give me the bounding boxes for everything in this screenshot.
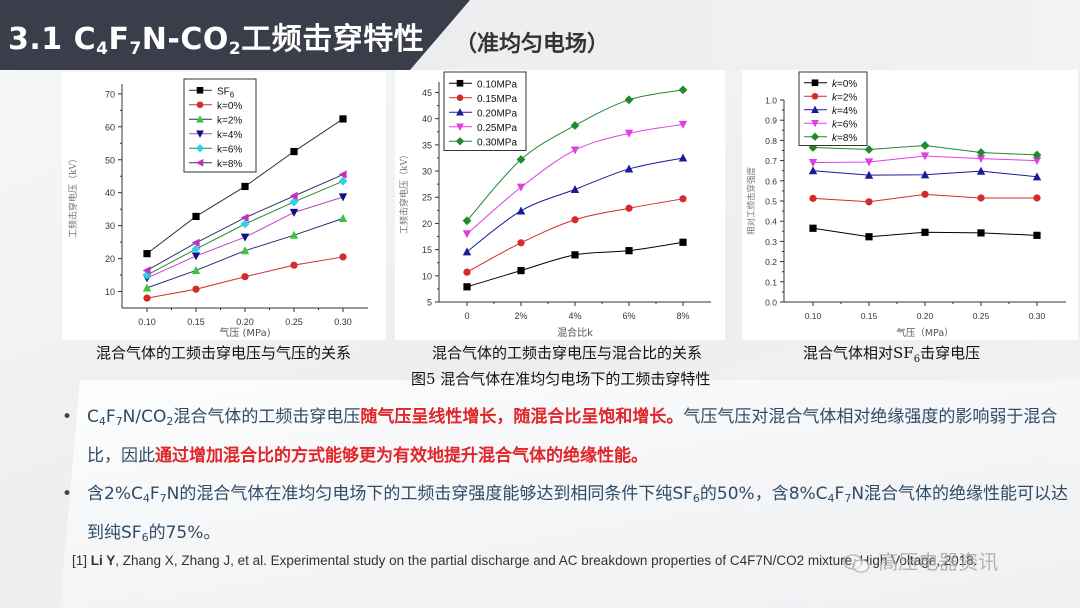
svg-text:0.7: 0.7 xyxy=(765,156,777,166)
svg-text:0.3: 0.3 xyxy=(765,237,777,247)
background-shape xyxy=(30,380,1080,608)
svg-text:相对工频击穿强度: 相对工频击穿强度 xyxy=(746,167,757,236)
svg-text:20: 20 xyxy=(422,219,432,229)
slide-title: 3.1 C4F7N-CO2工频击穿特性 xyxy=(8,22,425,59)
svg-text:k=4%: k=4% xyxy=(832,106,857,117)
svg-text:SF6: SF6 xyxy=(217,86,235,99)
slide-subtitle: （准均匀电场） xyxy=(455,32,610,57)
svg-text:20: 20 xyxy=(105,254,115,264)
svg-text:0.10: 0.10 xyxy=(138,317,156,327)
svg-text:15: 15 xyxy=(422,245,432,255)
svg-text:40: 40 xyxy=(105,188,115,198)
svg-text:50: 50 xyxy=(105,155,115,165)
svg-text:k=4%: k=4% xyxy=(217,130,242,141)
watermark: 高压电器资讯 xyxy=(842,546,998,576)
svg-text:70: 70 xyxy=(105,89,115,99)
svg-text:30: 30 xyxy=(422,167,432,177)
svg-text:10: 10 xyxy=(422,271,432,281)
reference-citation: [1] Li Y, Zhang X, Zhang J, et al. Exper… xyxy=(72,553,978,568)
svg-text:0.25: 0.25 xyxy=(973,311,990,321)
svg-text:0.15MPa: 0.15MPa xyxy=(477,94,517,105)
chart-relative-strength: 0.0 0.1 0.2 0.3 0.4 0.5 0.6 0.7 0.8 0.9 1.0 0.10 0.1… xyxy=(742,70,1078,340)
caption-chart2: 混合气体的工频击穿电压与混合比的关系 xyxy=(432,344,703,362)
svg-text:8%: 8% xyxy=(676,311,689,321)
svg-text:k=2%: k=2% xyxy=(832,92,857,103)
svg-text:5: 5 xyxy=(427,298,432,308)
svg-text:0.10MPa: 0.10MPa xyxy=(477,79,517,90)
svg-text:k=6%: k=6% xyxy=(832,119,857,130)
svg-text:混合比k: 混合比k xyxy=(557,326,593,339)
svg-text:0.30: 0.30 xyxy=(1029,311,1046,321)
highlight-text: 随气压呈线性增长，随混合比呈饱和增长。 xyxy=(360,407,684,427)
svg-text:2%: 2% xyxy=(514,311,527,321)
caption-chart3: 混合气体相对SF6击穿电压 xyxy=(803,344,981,365)
svg-text:35: 35 xyxy=(422,140,432,150)
svg-text:10: 10 xyxy=(105,287,115,297)
svg-text:k=8%: k=8% xyxy=(217,159,242,170)
wechat-icon xyxy=(843,553,870,573)
svg-text:0.25: 0.25 xyxy=(285,317,303,327)
svg-text:0.1: 0.1 xyxy=(765,277,777,287)
svg-text:0.4: 0.4 xyxy=(765,217,777,227)
svg-text:气压（MPa）: 气压（MPa） xyxy=(896,327,953,339)
svg-text:45: 45 xyxy=(422,88,432,98)
header-dark-band xyxy=(0,0,470,70)
chart-voltage-vs-pressure: 10 20 30 40 50 60 70 0.10 0.15 0.20 0.25 0.30 气压 (MP… xyxy=(62,72,386,340)
svg-text:k=8%: k=8% xyxy=(832,133,857,144)
svg-text:60: 60 xyxy=(105,122,115,132)
svg-text:0.0: 0.0 xyxy=(765,298,777,308)
svg-text:0: 0 xyxy=(464,311,469,321)
svg-text:k=6%: k=6% xyxy=(217,144,242,155)
svg-text:0.15: 0.15 xyxy=(861,311,878,321)
svg-text:0.30MPa: 0.30MPa xyxy=(477,137,517,148)
svg-text:4%: 4% xyxy=(568,311,581,321)
slide-header: 3.1 C4F7N-CO2工频击穿特性 （准均匀电场） xyxy=(0,0,1080,70)
svg-text:0.20: 0.20 xyxy=(236,317,254,327)
bullet-item: • C4F7N/CO2混合气体的工频击穿电压随气压呈线性增长，随混合比呈饱和增长… xyxy=(60,400,1070,473)
svg-text:气压 (MPa): 气压 (MPa) xyxy=(219,326,270,339)
svg-text:0.30: 0.30 xyxy=(334,317,352,327)
bullet-dot-icon: • xyxy=(62,484,73,504)
figure-caption: 图5 混合气体在准均匀电场下的工频击穿特性 xyxy=(411,370,711,388)
svg-text:0.15: 0.15 xyxy=(187,317,205,327)
svg-text:25: 25 xyxy=(422,193,432,203)
caption-chart1: 混合气体的工频击穿电压与气压的关系 xyxy=(96,344,352,362)
svg-text:0.2: 0.2 xyxy=(765,257,777,267)
svg-text:k=2%: k=2% xyxy=(217,115,242,126)
svg-text:0.5: 0.5 xyxy=(765,197,777,207)
svg-text:k=0%: k=0% xyxy=(832,79,857,90)
bullet-item: • 含2%C4F7N的混合气体在准均匀电场下的工频击穿强度能够达到相同条件下纯S… xyxy=(60,477,1070,555)
svg-text:工频击穿电压（kV）: 工频击穿电压（kV） xyxy=(398,150,410,234)
highlight-text: 通过增加混合比的方式能够更为有效地提升混合气体的绝缘性能。 xyxy=(155,446,648,466)
svg-text:6%: 6% xyxy=(622,311,635,321)
svg-text:40: 40 xyxy=(422,114,432,124)
svg-text:0.20: 0.20 xyxy=(917,311,934,321)
svg-text:30: 30 xyxy=(105,221,115,231)
svg-text:0.9: 0.9 xyxy=(765,116,777,126)
svg-text:0.25MPa: 0.25MPa xyxy=(477,123,517,134)
svg-text:0.10: 0.10 xyxy=(805,311,822,321)
svg-text:工频击穿电压（kV）: 工频击穿电压（kV） xyxy=(67,154,79,238)
svg-text:1.0: 1.0 xyxy=(765,96,777,106)
svg-text:0.8: 0.8 xyxy=(765,136,777,146)
chart-voltage-vs-mix-ratio: 5 10 15 20 25 30 35 40 45 0 2% 4% 6% 8% 混合比k 工频击穿电压（kV）… xyxy=(395,70,725,340)
bullet-dot-icon: • xyxy=(62,407,73,427)
svg-text:k=0%: k=0% xyxy=(217,101,242,112)
svg-text:0.20MPa: 0.20MPa xyxy=(477,108,517,119)
bullet-list: • C4F7N/CO2混合气体的工频击穿电压随气压呈线性增长，随混合比呈饱和增长… xyxy=(60,400,1070,555)
svg-text:0.6: 0.6 xyxy=(765,176,777,186)
